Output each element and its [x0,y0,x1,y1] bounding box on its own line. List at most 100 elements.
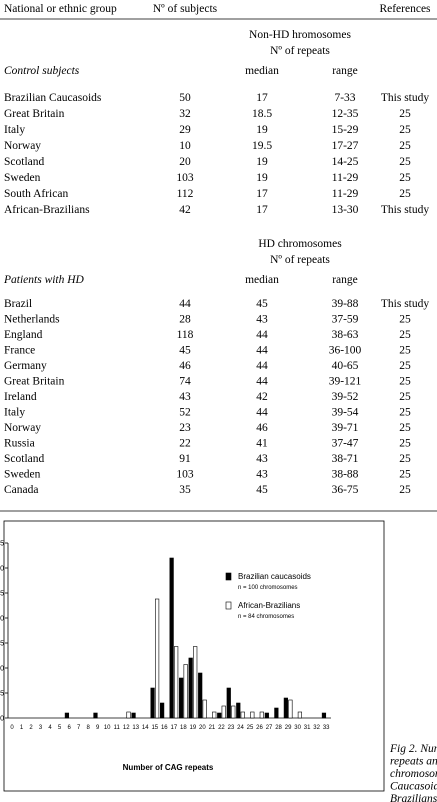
table-cell: 11-29 [332,172,359,184]
x-tick-label: 12 [123,725,130,731]
bar [198,672,203,719]
x-tick-label: 21 [209,725,216,731]
x-tick-label: 20 [199,725,206,731]
y-tick-label: 5 [0,691,4,698]
table-cell: 103 [176,172,194,184]
bar [264,712,269,719]
y-tick-label: 10 [0,666,4,673]
table-cell: 25 [399,140,411,152]
x-tick-label: 10 [104,725,111,731]
table-cell: 19 [256,172,268,184]
table-cell: 25 [399,376,411,388]
table-cell: 42 [256,391,268,403]
table-cell: 42 [179,204,191,216]
table-cell: 36-75 [332,484,359,496]
bar [202,699,207,719]
table-cell: 25 [399,314,411,326]
group-label: Control subjects [4,65,80,77]
table-cell: 10 [179,140,191,152]
x-tick-label: 23 [228,725,235,731]
legend-note: n = 100 chromosomes [238,585,298,591]
table-cell: 91 [179,453,191,465]
bar [64,712,70,719]
table-cell: African-Brazilians [4,204,90,216]
bar [288,699,293,719]
legend-note: n = 84 chromosomes [238,614,294,620]
table-cell: 35 [179,484,191,496]
table-cell: 39-121 [329,376,362,388]
table-cell: 18.5 [252,108,272,120]
table-cell: Great Britain [4,376,65,388]
table-cell: 12-35 [332,108,359,120]
table-cell: 37-47 [332,438,359,450]
table-cell: Sweden [4,172,41,184]
table-cell: 43 [256,314,268,326]
y-tick-label: 25 [0,591,4,598]
section-heading: HD chromosomes [258,238,342,250]
x-tick-label: 30 [294,725,301,731]
bar [160,702,165,719]
table-cell: 25 [399,360,411,372]
column-header: National or ethnic group [4,3,117,15]
table-cell: 25 [399,172,411,184]
table-cell: Netherlands [4,314,60,326]
x-tick-label: 0 [10,725,14,731]
table-cell: Italy [4,407,25,419]
table-cell: 39-52 [332,391,359,403]
table-cell: 28 [179,314,191,326]
x-tick-label: 13 [132,725,139,731]
table-cell: 17 [256,188,268,200]
x-tick-label: 8 [86,725,90,731]
x-tick-label: 17 [170,725,177,731]
caption-line: Caucasoids and [390,781,437,793]
figure-frame [3,520,385,792]
table-cell: 7-33 [334,92,355,104]
table-cell: Sweden [4,469,41,481]
caption-line: chromosomes in [390,768,437,780]
table-cell: 52 [179,407,191,419]
x-tick-label: 19 [190,725,197,731]
x-tick-label: 25 [247,725,254,731]
bar [217,712,222,719]
bar [150,687,155,719]
table-cell: 19 [256,124,268,136]
table-cell: 17-27 [332,140,359,152]
table-cell: 22 [179,438,191,450]
table-cell: 32 [179,108,191,120]
table-cell: 45 [179,345,191,357]
table-cell: 25 [399,469,411,481]
table-cell: Brazilian Caucasoids [4,92,102,104]
x-tick-label: 5 [58,725,62,731]
bar [126,711,131,719]
table-cell: Norway [4,422,41,434]
table-cell: 103 [176,469,194,481]
legend-label: African-Brazilians [238,601,300,610]
table-cell: 25 [399,108,411,120]
table-cell: Norway [4,140,41,152]
table-cell: 25 [399,422,411,434]
table-cell: Scotland [4,453,44,465]
table-cell: 29 [179,124,191,136]
table-cell: Italy [4,124,25,136]
bar [226,687,231,719]
bar [93,712,98,719]
bar [212,711,217,719]
caption-line: repeats and % o [390,756,437,768]
table-cell: Great Britain [4,108,65,120]
table-cell: This study [381,298,429,310]
y-tick-label: 35 [0,541,4,548]
table-cell: 25 [399,329,411,341]
bar [250,711,255,719]
table-cell: 14-25 [332,156,359,168]
table-cell: 25 [399,484,411,496]
column-label: median [245,274,279,286]
bar [321,712,327,719]
table-cell: 44 [256,345,268,357]
bar [231,705,236,719]
column-header: References [379,3,431,15]
x-tick-label: 9 [96,725,100,731]
bar [240,711,245,719]
table-cell: Germany [4,360,47,372]
table-cell: Scotland [4,156,44,168]
